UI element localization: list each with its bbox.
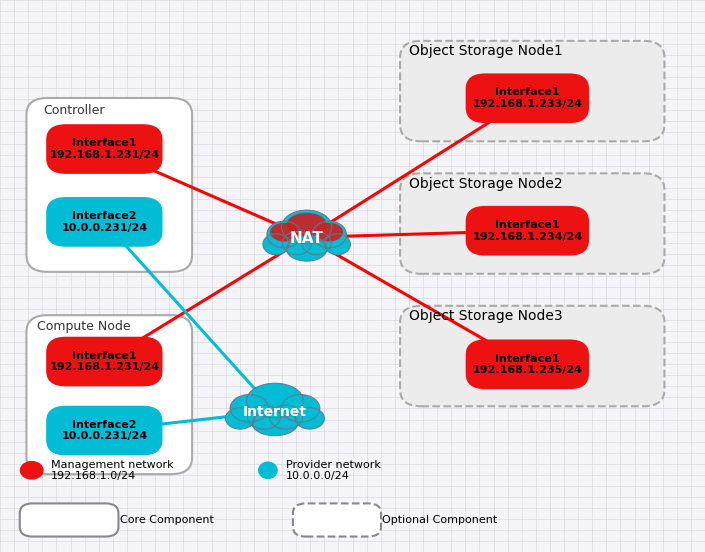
Ellipse shape xyxy=(226,408,255,429)
Text: Core Component: Core Component xyxy=(120,515,214,525)
FancyBboxPatch shape xyxy=(465,73,589,123)
Ellipse shape xyxy=(295,408,324,429)
Text: Interface1
192.168.1.233/24: Interface1 192.168.1.233/24 xyxy=(472,87,582,109)
FancyBboxPatch shape xyxy=(27,315,192,474)
Ellipse shape xyxy=(281,210,332,244)
Ellipse shape xyxy=(286,213,327,236)
Text: Interface2
10.0.0.231/24: Interface2 10.0.0.231/24 xyxy=(61,211,147,233)
Text: Interface1
192.168.1.235/24: Interface1 192.168.1.235/24 xyxy=(472,353,582,375)
FancyBboxPatch shape xyxy=(27,98,192,272)
Ellipse shape xyxy=(270,223,298,241)
FancyBboxPatch shape xyxy=(293,503,381,537)
Ellipse shape xyxy=(283,232,312,255)
Ellipse shape xyxy=(286,237,327,261)
Ellipse shape xyxy=(269,405,302,429)
Ellipse shape xyxy=(252,411,298,436)
FancyBboxPatch shape xyxy=(400,41,664,141)
FancyBboxPatch shape xyxy=(47,406,162,455)
Ellipse shape xyxy=(263,234,289,255)
Text: Controller: Controller xyxy=(44,104,105,117)
FancyBboxPatch shape xyxy=(20,503,118,537)
Ellipse shape xyxy=(247,405,281,429)
FancyBboxPatch shape xyxy=(465,339,589,389)
Text: Management network
192.168.1.0/24: Management network 192.168.1.0/24 xyxy=(51,459,173,481)
Text: Object Storage Node2: Object Storage Node2 xyxy=(409,177,563,191)
Ellipse shape xyxy=(267,221,301,248)
Text: Object Storage Node1: Object Storage Node1 xyxy=(409,44,563,59)
Ellipse shape xyxy=(312,221,346,248)
FancyBboxPatch shape xyxy=(47,337,162,386)
Ellipse shape xyxy=(281,395,320,422)
Ellipse shape xyxy=(316,223,343,241)
Text: Interface2
10.0.0.231/24: Interface2 10.0.0.231/24 xyxy=(61,420,147,442)
Text: Provider network
10.0.0.0/24: Provider network 10.0.0.0/24 xyxy=(286,459,381,481)
Text: Compute Node: Compute Node xyxy=(37,320,130,333)
Ellipse shape xyxy=(20,461,44,480)
Text: Internet: Internet xyxy=(243,405,307,420)
Text: Interface1
192.168.1.231/24: Interface1 192.168.1.231/24 xyxy=(49,351,159,373)
Text: Interface1
192.168.1.231/24: Interface1 192.168.1.231/24 xyxy=(49,138,159,160)
FancyBboxPatch shape xyxy=(400,173,664,274)
Ellipse shape xyxy=(252,386,298,410)
Ellipse shape xyxy=(324,234,350,255)
FancyBboxPatch shape xyxy=(465,206,589,256)
Ellipse shape xyxy=(247,383,303,418)
FancyBboxPatch shape xyxy=(47,124,162,174)
Ellipse shape xyxy=(286,396,316,416)
Ellipse shape xyxy=(230,395,269,422)
Text: Optional Component: Optional Component xyxy=(382,515,497,525)
Ellipse shape xyxy=(302,232,331,255)
Text: NAT: NAT xyxy=(290,231,324,246)
FancyBboxPatch shape xyxy=(400,306,664,406)
Text: Object Storage Node3: Object Storage Node3 xyxy=(409,309,563,323)
Ellipse shape xyxy=(258,461,278,479)
Ellipse shape xyxy=(234,396,264,416)
Text: Interface1
192.168.1.234/24: Interface1 192.168.1.234/24 xyxy=(472,220,582,242)
FancyBboxPatch shape xyxy=(47,197,162,247)
